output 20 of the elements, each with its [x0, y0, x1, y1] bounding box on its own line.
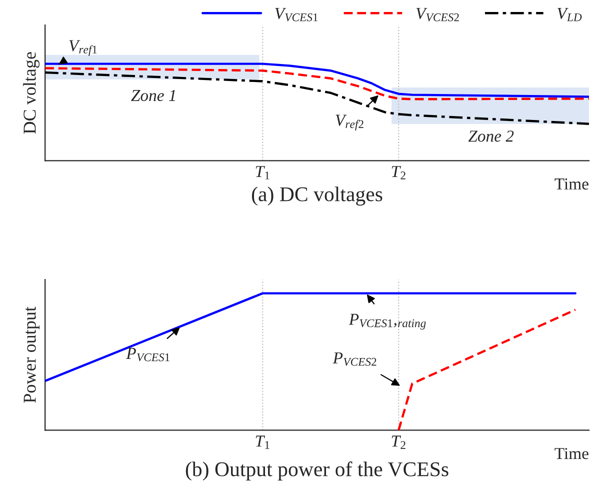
- x-tick-label: T$_{1}$: [256, 436, 270, 449]
- legend-label: V$_{LD}$: [558, 8, 582, 22]
- legend-label: V$_{VCES1}$: [275, 8, 318, 22]
- text: (a) DC voltages: [252, 186, 382, 206]
- legend-label: V$_{VCES2}$: [416, 8, 459, 22]
- x-tick-label: T$_{2}$: [392, 436, 406, 449]
- annotation: P$_{VCES2}$: [332, 352, 376, 366]
- x-tick-label: T$_{2}$: [392, 166, 406, 180]
- text: (b) Output power of the VCESs: [186, 461, 448, 481]
- x-axis-title: Time: [554, 178, 588, 190]
- annotation: P$_{VCES1}$,$_{rating}$: [348, 314, 426, 330]
- annotation: Zone 1: [131, 90, 175, 102]
- annotation: Zone 2: [468, 130, 514, 142]
- y-axis-title: DC voltage: [23, 52, 40, 134]
- x-tick-label: T$_{1}$: [256, 166, 270, 180]
- text: V$_{ref1}$: [69, 40, 97, 56]
- x-axis-title: Time: [554, 448, 588, 460]
- annotation: P$_{VCES1}$: [126, 348, 170, 362]
- y-axis-title: Power output: [24, 306, 40, 403]
- annotation: V$_{ref2}$: [336, 114, 364, 130]
